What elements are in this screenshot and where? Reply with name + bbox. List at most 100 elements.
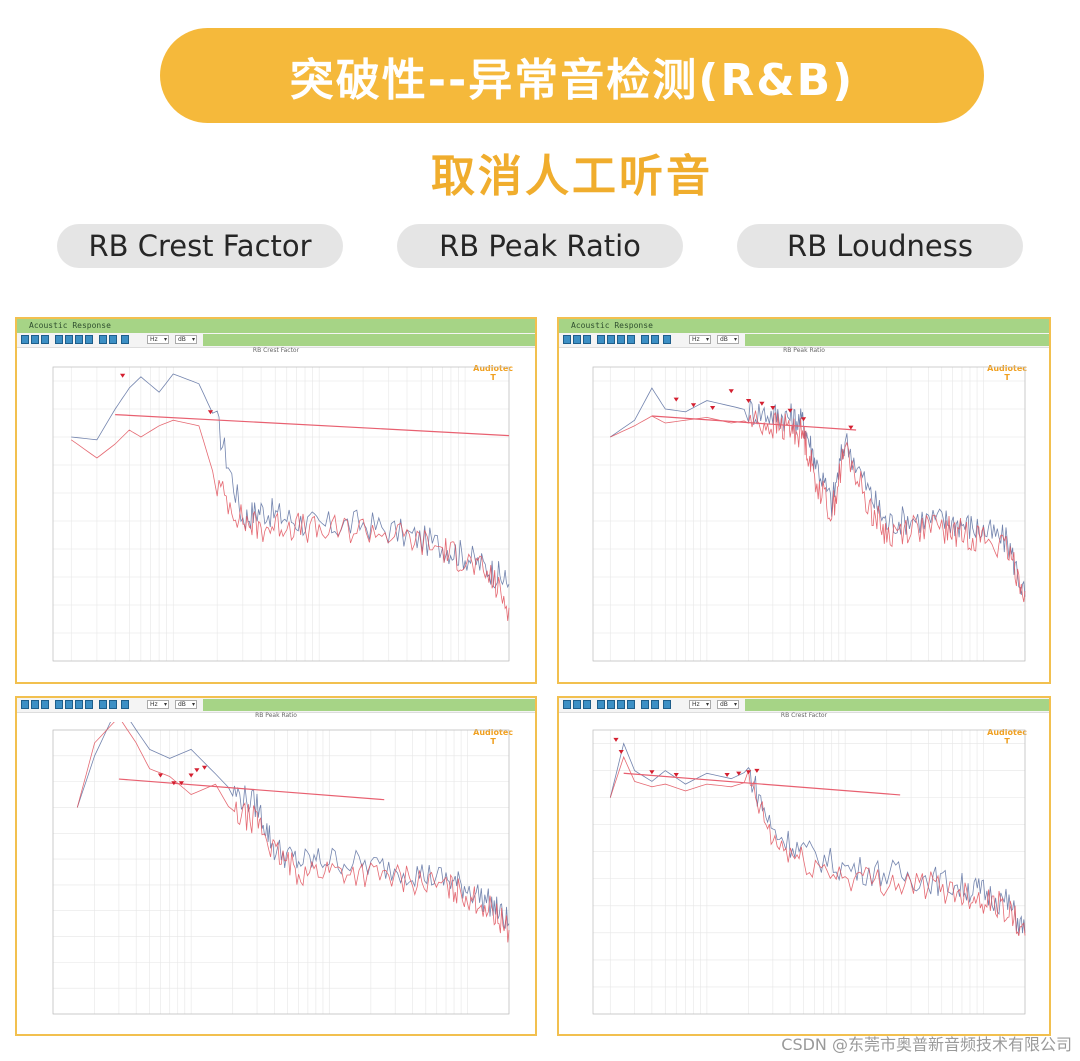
chart-title: RB Peak Ratio [783, 347, 825, 354]
anomaly-marker [649, 770, 655, 775]
toolbar-tool-button[interactable] [85, 335, 93, 344]
toolbar-tool-button[interactable] [607, 700, 615, 709]
toolbar-tool-button[interactable] [121, 700, 129, 709]
chevron-down-icon: ▾ [191, 701, 195, 708]
unit-select[interactable]: Hz ▾ [689, 700, 711, 709]
chart-panel-1: Acoustic Response Hz ▾ dB ▾ RB Crest Factor… [15, 317, 537, 684]
logo-mark: T [1004, 373, 1010, 382]
toolbar-tool-button[interactable] [55, 335, 63, 344]
toolbar-tool-button[interactable] [563, 335, 571, 344]
toolbar-tool-button[interactable] [75, 335, 83, 344]
toolbar-tool-button[interactable] [99, 335, 107, 344]
anomaly-marker [728, 389, 734, 394]
anomaly-marker [188, 773, 194, 778]
logo-text: Audiotec [987, 728, 1027, 737]
toolbar-tool-button[interactable] [641, 335, 649, 344]
toolbar-tool-button[interactable] [663, 700, 671, 709]
toolbar-tool-button[interactable] [641, 700, 649, 709]
db-select-value: dB [720, 336, 728, 343]
toolbar-tool-button[interactable] [99, 700, 107, 709]
toolbar-spacer [745, 334, 1049, 346]
anomaly-marker [787, 408, 793, 413]
chevron-down-icon: ▾ [163, 336, 167, 343]
unit-select-value: Hz [150, 701, 158, 708]
toolbar-tool-button[interactable] [65, 700, 73, 709]
anomaly-marker [848, 425, 854, 430]
window-titlebar: Acoustic Response [17, 319, 535, 333]
toolbar-tool-button[interactable] [651, 335, 659, 344]
db-select[interactable]: dB ▾ [717, 700, 739, 709]
logo-mark: T [490, 737, 496, 746]
toolbar-tool-button[interactable] [41, 335, 49, 344]
toolbar-tool-button[interactable] [627, 700, 635, 709]
anomaly-marker [178, 781, 184, 786]
toolbar-tool-button[interactable] [85, 700, 93, 709]
chevron-down-icon: ▾ [163, 701, 167, 708]
unit-select[interactable]: Hz ▾ [147, 700, 169, 709]
toolbar-tool-button[interactable] [31, 700, 39, 709]
anomaly-marker [207, 410, 214, 415]
toolbar-tool-button[interactable] [663, 335, 671, 344]
chart-title: RB Crest Factor [252, 347, 300, 354]
toolbar-tool-button[interactable] [607, 335, 615, 344]
toolbar-tool-button[interactable] [121, 335, 129, 344]
chevron-down-icon: ▾ [705, 701, 709, 708]
threshold-line [115, 414, 510, 437]
toolbar-tool-button[interactable] [109, 335, 117, 344]
toolbar-tool-button[interactable] [627, 335, 635, 344]
series-line-1 [609, 742, 1026, 935]
toolbar-tool-button[interactable] [21, 700, 29, 709]
title-banner: 突破性--异常音检测(R&B) [160, 28, 984, 123]
plot-frame [592, 366, 1026, 662]
logo-text: Audiotec [473, 364, 513, 373]
logo-text: Audiotec [987, 364, 1027, 373]
toolbar-tool-button[interactable] [651, 700, 659, 709]
toolbar-tool-button[interactable] [597, 335, 605, 344]
anomaly-marker [120, 373, 126, 378]
db-select[interactable]: dB ▾ [175, 335, 197, 344]
toolbar-tool-button[interactable] [583, 700, 591, 709]
anomaly-marker [673, 397, 679, 402]
toolbar-tool-button[interactable] [55, 700, 63, 709]
toolbar-tool-button[interactable] [617, 700, 625, 709]
window-titlebar: Acoustic Response [559, 319, 1049, 333]
anomaly-marker [194, 768, 200, 773]
logo-mark: T [490, 373, 496, 382]
toolbar-tool-button[interactable] [573, 700, 581, 709]
chart-plot [592, 366, 1026, 662]
db-select[interactable]: dB ▾ [717, 335, 739, 344]
audiotec-logo: Audiotec T [473, 364, 513, 382]
toolbar-tool-button[interactable] [109, 700, 117, 709]
chart-toolbar: Hz ▾ dB ▾ [559, 698, 1049, 713]
unit-select[interactable]: Hz ▾ [147, 335, 169, 344]
toolbar-tool-button[interactable] [563, 700, 571, 709]
unit-select[interactable]: Hz ▾ [689, 335, 711, 344]
toolbar-tool-button[interactable] [65, 335, 73, 344]
toolbar-tool-button[interactable] [41, 700, 49, 709]
anomaly-marker [745, 399, 752, 403]
subtitle: 取消人工听音 [431, 151, 713, 202]
toolbar-spacer [203, 699, 535, 711]
toolbar-tool-button[interactable] [573, 335, 581, 344]
chart-panel-3: Hz ▾ dB ▾ RB Peak Ratio Audiotec T [15, 696, 537, 1036]
toolbar-tool-button[interactable] [75, 700, 83, 709]
toolbar-tool-button[interactable] [597, 700, 605, 709]
anomaly-marker [800, 417, 807, 422]
chart-toolbar: Hz ▾ dB ▾ [17, 698, 535, 713]
unit-select-value: Hz [692, 336, 700, 343]
anomaly-marker [754, 768, 760, 773]
series-line-2 [610, 410, 1026, 603]
chart-title: RB Peak Ratio [255, 712, 297, 719]
db-select-value: dB [178, 701, 186, 708]
chevron-down-icon: ▾ [733, 336, 737, 343]
db-select[interactable]: dB ▾ [175, 700, 197, 709]
toolbar-tool-button[interactable] [31, 335, 39, 344]
anomaly-marker [724, 772, 730, 777]
toolbar-tool-button[interactable] [617, 335, 625, 344]
toolbar-tool-button[interactable] [21, 335, 29, 344]
chart-plot [52, 722, 510, 1015]
toolbar-tool-button[interactable] [583, 335, 591, 344]
pill-peak-ratio: RB Peak Ratio [397, 224, 683, 268]
anomaly-marker [201, 765, 208, 770]
series-line-1 [76, 722, 510, 929]
